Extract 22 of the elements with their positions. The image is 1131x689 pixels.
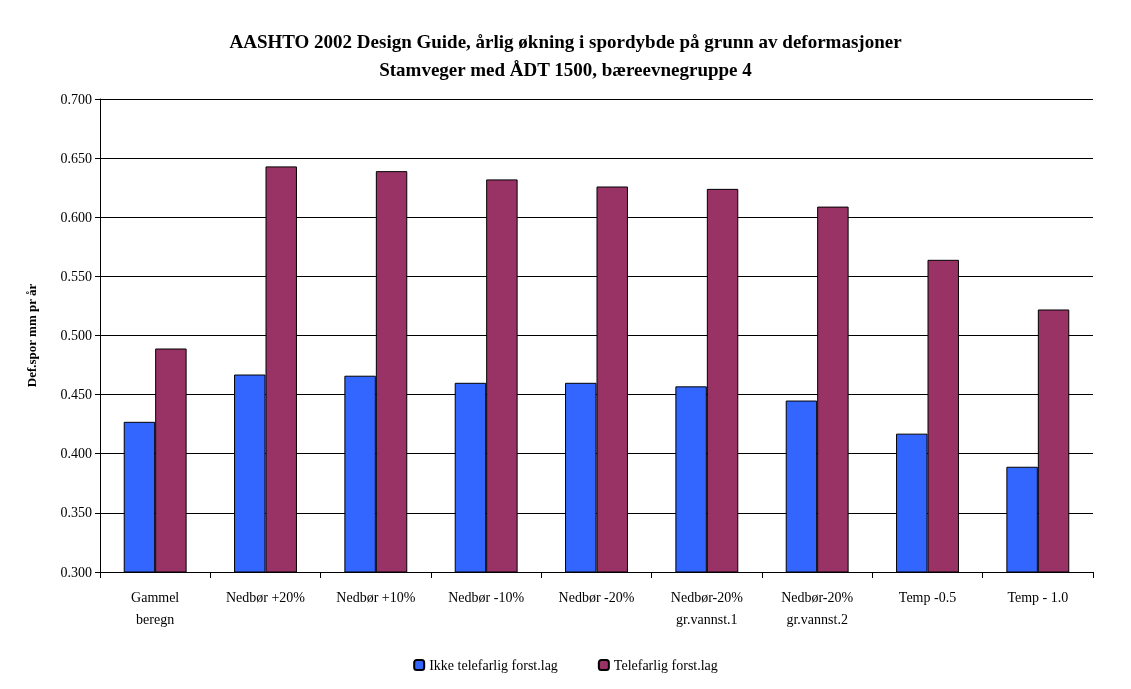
- x-tick-label: Nedbør -10%: [448, 589, 525, 605]
- x-tick-label: Gammel beregn: [131, 589, 180, 627]
- y-tick-label: 0.550: [60, 268, 92, 284]
- legend-label: Ikke telefarlig forst.lag: [429, 657, 558, 673]
- y-tick-label: 0.350: [60, 505, 92, 521]
- x-tick-label: Nedbør-20% gr.vannst.1: [670, 589, 744, 627]
- x-tick-label: Temp - 1.0: [1007, 589, 1069, 605]
- y-tick-label: 0.500: [60, 328, 92, 343]
- x-tick-label: Nedbør-20% gr.vannst.2: [781, 589, 854, 627]
- y-tick-label: 0.650: [60, 150, 92, 166]
- x-tick-label: Nedbør +20%: [225, 589, 306, 605]
- x-tick-label: Nedbør +10%: [336, 589, 416, 605]
- y-tick-label: 0.450: [60, 387, 92, 403]
- y-axis-title: Def.spor mm pr år: [24, 283, 39, 388]
- y-tick-label: 0.700: [60, 91, 92, 107]
- y-tick-label: 0.300: [60, 564, 92, 580]
- legend-label: Telefarlig forst.lag: [613, 657, 718, 673]
- y-tick-label: 0.400: [60, 446, 92, 462]
- y-tick-label: 0.600: [60, 209, 92, 225]
- x-tick-label: Nedbør -20%: [558, 589, 635, 605]
- chart-title: AASHTO 2002 Design Guide, årlig økning i spordybde på grunn av deformasjoner Stamveger med ÅDT 1500, bæreevnegruppe 4: [229, 30, 903, 80]
- x-tick-label: Temp -0.5: [898, 589, 957, 605]
